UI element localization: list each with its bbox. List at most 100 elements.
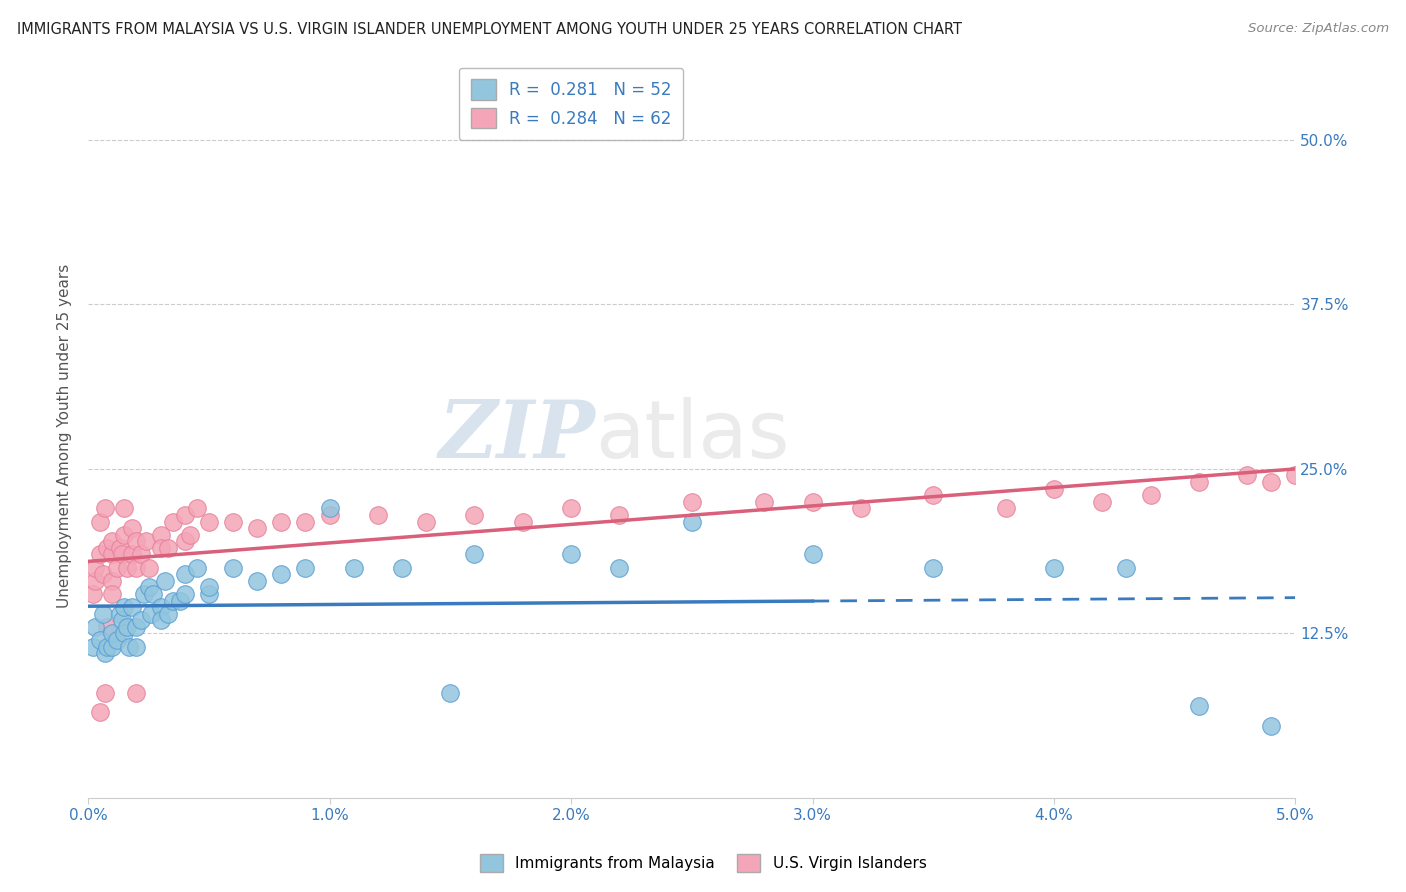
- Point: [246, 521, 269, 535]
- Point: [270, 567, 292, 582]
- Point: [512, 515, 534, 529]
- Point: [560, 501, 582, 516]
- Point: [173, 567, 195, 582]
- Point: [135, 534, 157, 549]
- Point: [1236, 468, 1258, 483]
- Point: [156, 541, 179, 555]
- Point: [105, 633, 128, 648]
- Point: [149, 541, 172, 555]
- Point: [1115, 560, 1137, 574]
- Point: [922, 560, 945, 574]
- Point: [1043, 560, 1066, 574]
- Point: [108, 541, 131, 555]
- Point: [246, 574, 269, 588]
- Point: [198, 587, 221, 601]
- Point: [1188, 475, 1211, 489]
- Point: [84, 574, 107, 588]
- Point: [112, 600, 135, 615]
- Point: [132, 587, 155, 601]
- Point: [1284, 468, 1306, 483]
- Point: [994, 501, 1017, 516]
- Point: [101, 626, 124, 640]
- Point: [173, 534, 195, 549]
- Point: [108, 607, 131, 621]
- Point: [391, 560, 413, 574]
- Point: [173, 587, 195, 601]
- Point: [149, 600, 172, 615]
- Point: [91, 567, 114, 582]
- Point: [101, 640, 124, 654]
- Point: [186, 501, 208, 516]
- Y-axis label: Unemployment Among Youth under 25 years: Unemployment Among Youth under 25 years: [58, 264, 72, 608]
- Point: [125, 640, 148, 654]
- Text: IMMIGRANTS FROM MALAYSIA VS U.S. VIRGIN ISLANDER UNEMPLOYMENT AMONG YOUTH UNDER : IMMIGRANTS FROM MALAYSIA VS U.S. VIRGIN …: [17, 22, 962, 37]
- Point: [111, 613, 134, 627]
- Point: [125, 534, 148, 549]
- Point: [162, 593, 184, 607]
- Legend: Immigrants from Malaysia, U.S. Virgin Islanders: Immigrants from Malaysia, U.S. Virgin Is…: [472, 846, 934, 880]
- Point: [1091, 495, 1114, 509]
- Point: [754, 495, 776, 509]
- Text: ZIP: ZIP: [439, 397, 595, 475]
- Point: [162, 515, 184, 529]
- Point: [84, 620, 107, 634]
- Point: [609, 508, 631, 522]
- Point: [294, 560, 316, 574]
- Point: [801, 548, 824, 562]
- Point: [121, 600, 143, 615]
- Point: [318, 508, 340, 522]
- Point: [198, 581, 221, 595]
- Point: [463, 508, 485, 522]
- Point: [94, 686, 117, 700]
- Point: [125, 686, 148, 700]
- Point: [111, 548, 134, 562]
- Point: [112, 501, 135, 516]
- Point: [318, 501, 340, 516]
- Point: [96, 620, 118, 634]
- Point: [270, 515, 292, 529]
- Text: Source: ZipAtlas.com: Source: ZipAtlas.com: [1249, 22, 1389, 36]
- Point: [439, 686, 461, 700]
- Point: [173, 508, 195, 522]
- Point: [115, 620, 138, 634]
- Point: [112, 527, 135, 541]
- Point: [149, 613, 172, 627]
- Point: [179, 527, 201, 541]
- Point: [129, 548, 152, 562]
- Point: [1260, 475, 1282, 489]
- Point: [96, 541, 118, 555]
- Point: [94, 646, 117, 660]
- Point: [121, 521, 143, 535]
- Point: [82, 587, 104, 601]
- Point: [142, 587, 165, 601]
- Point: [198, 515, 221, 529]
- Point: [1139, 488, 1161, 502]
- Point: [89, 706, 111, 720]
- Point: [91, 607, 114, 621]
- Point: [96, 640, 118, 654]
- Point: [125, 620, 148, 634]
- Point: [922, 488, 945, 502]
- Point: [89, 633, 111, 648]
- Point: [121, 548, 143, 562]
- Point: [101, 534, 124, 549]
- Point: [560, 548, 582, 562]
- Point: [138, 581, 160, 595]
- Point: [609, 560, 631, 574]
- Point: [138, 560, 160, 574]
- Point: [82, 640, 104, 654]
- Point: [149, 527, 172, 541]
- Point: [139, 607, 162, 621]
- Point: [129, 613, 152, 627]
- Point: [101, 548, 124, 562]
- Point: [101, 574, 124, 588]
- Point: [89, 515, 111, 529]
- Point: [84, 560, 107, 574]
- Point: [681, 515, 703, 529]
- Point: [112, 626, 135, 640]
- Point: [367, 508, 389, 522]
- Point: [343, 560, 366, 574]
- Point: [94, 501, 117, 516]
- Point: [222, 560, 245, 574]
- Point: [463, 548, 485, 562]
